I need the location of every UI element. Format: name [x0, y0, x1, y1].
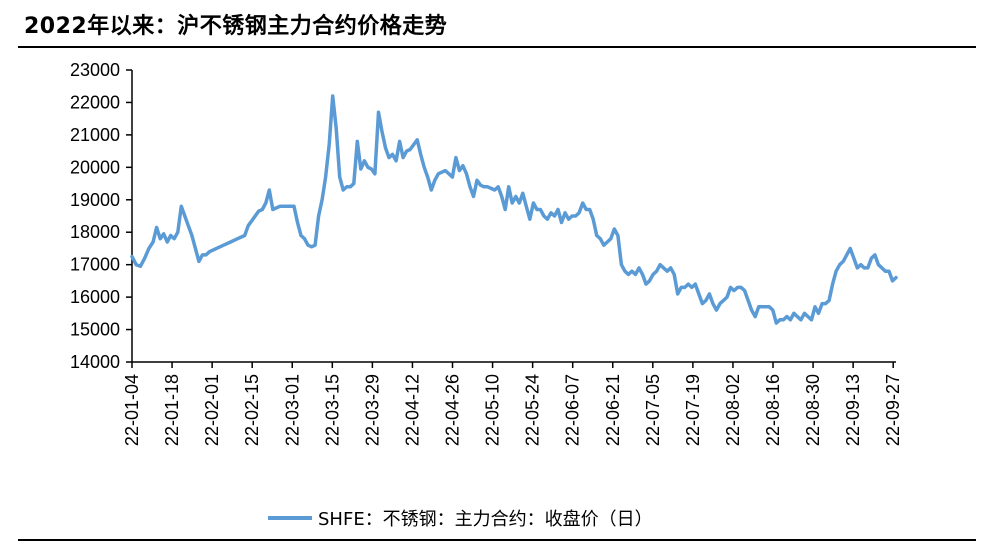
chart-title: 2022年以来：沪不锈钢主力合约价格走势: [24, 14, 448, 39]
y-tick-label: 18000: [70, 222, 120, 242]
y-tick-label: 15000: [70, 320, 120, 340]
x-tick-label: 22-05-24: [523, 374, 543, 446]
x-tick-label: 22-07-05: [643, 374, 663, 446]
legend-label: SHFE：不锈钢：主力合约：收盘价（日）: [318, 509, 653, 530]
y-tick-label: 17000: [70, 255, 120, 275]
y-tick-label: 16000: [70, 287, 120, 307]
x-tick-label: 22-09-13: [843, 374, 863, 446]
x-tick-label: 22-06-21: [603, 374, 623, 446]
y-tick-label: 21000: [70, 125, 120, 145]
top-divider: [18, 46, 976, 48]
y-tick-label: 19000: [70, 190, 120, 210]
y-tick-label: 14000: [70, 352, 120, 372]
x-tick-label: 22-09-27: [883, 374, 903, 446]
y-tick-label: 23000: [70, 60, 120, 80]
y-axis: 14000 15000 16000 17000 18000 19000 20000 21000…: [70, 60, 133, 372]
y-tick-label: 22000: [70, 92, 120, 112]
legend-swatch: [268, 516, 312, 520]
legend: SHFE：不锈钢：主力合约：收盘价（日）: [268, 505, 653, 531]
x-tick-label: 22-04-12: [402, 374, 422, 446]
bottom-divider: [18, 539, 976, 541]
x-tick-label: 22-08-30: [803, 374, 823, 446]
plot-area: [130, 94, 898, 325]
x-tick-label: 22-01-04: [122, 374, 142, 446]
x-tick-label: 22-02-15: [242, 374, 262, 446]
x-tick-label: 22-06-07: [563, 374, 583, 446]
x-tick-label: 22-08-16: [763, 374, 783, 446]
x-tick-label: 22-08-02: [723, 374, 743, 446]
x-tick-label: 22-07-19: [683, 374, 703, 446]
x-tick-label: 22-04-26: [443, 374, 463, 446]
x-tick-label: 22-03-15: [322, 374, 342, 446]
x-tick-label: 22-03-01: [282, 374, 302, 446]
series-line-0: [130, 94, 898, 325]
x-tick-label: 22-03-29: [362, 374, 382, 446]
x-tick-label: 22-02-01: [202, 374, 222, 446]
y-tick-label: 20000: [70, 157, 120, 177]
x-tick-label: 22-05-10: [483, 374, 503, 446]
x-axis: 22-01-04 22-01-18 22-02-01 22-02-15 22-03-01…: [122, 361, 903, 446]
x-tick-label: 22-01-18: [162, 374, 182, 446]
